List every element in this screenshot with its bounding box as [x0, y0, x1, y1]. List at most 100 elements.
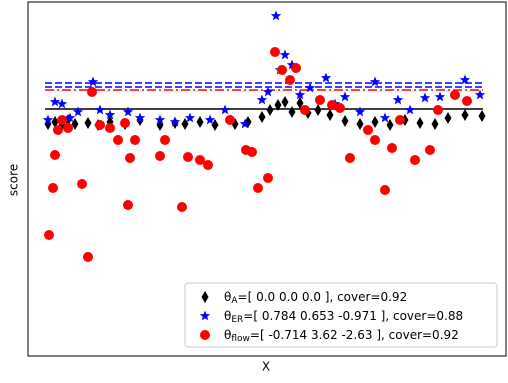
point — [84, 117, 92, 129]
point — [122, 106, 134, 117]
point — [87, 76, 99, 87]
point — [345, 153, 355, 163]
point — [51, 116, 59, 128]
point — [154, 114, 166, 125]
point — [392, 94, 404, 105]
point — [219, 104, 231, 115]
point — [203, 160, 213, 170]
point — [444, 112, 452, 124]
point — [459, 74, 471, 85]
point — [253, 183, 263, 193]
point — [239, 118, 251, 129]
point — [371, 116, 379, 128]
point — [113, 135, 123, 145]
point — [63, 123, 73, 133]
point — [450, 90, 460, 100]
y-axis-label: score — [7, 164, 21, 196]
point — [356, 118, 364, 130]
point — [130, 135, 140, 145]
point — [105, 123, 115, 133]
legend-symbol: θ — [224, 309, 231, 323]
point — [335, 103, 345, 113]
point — [270, 10, 282, 21]
legend-symbol: θ — [224, 290, 231, 304]
point — [380, 185, 390, 195]
legend-subscript: flow — [231, 334, 250, 344]
point — [195, 155, 205, 165]
point — [461, 109, 469, 121]
point — [395, 115, 405, 125]
point — [327, 100, 337, 110]
point — [196, 116, 204, 128]
point — [134, 112, 146, 123]
point — [354, 106, 366, 117]
point — [104, 109, 116, 120]
point — [123, 200, 133, 210]
point — [256, 94, 268, 105]
point — [341, 115, 349, 127]
point — [339, 91, 351, 102]
legend-text: =[ 0.0 0.0 0.0 ], cover=0.92 — [238, 290, 408, 304]
legend-marker — [200, 330, 210, 340]
point — [183, 152, 193, 162]
point — [262, 86, 274, 97]
point — [291, 63, 301, 73]
point — [281, 96, 289, 108]
point — [277, 65, 287, 75]
point — [50, 150, 60, 160]
point — [177, 202, 187, 212]
point — [314, 104, 322, 116]
point — [49, 96, 61, 107]
point — [120, 118, 130, 128]
point — [431, 118, 439, 130]
legend-label: θflow=[ -0.714 3.62 -2.63 ], cover=0.92 — [224, 328, 459, 344]
point — [274, 99, 282, 111]
point — [72, 106, 84, 117]
point — [125, 153, 135, 163]
point — [363, 125, 373, 135]
point — [315, 95, 325, 105]
legend-symbol: θ — [224, 328, 231, 342]
point — [155, 151, 165, 161]
point — [71, 118, 79, 130]
legend-label: θER=[ 0.784 0.653 -0.971 ], cover=0.88 — [224, 309, 463, 325]
point — [258, 111, 266, 123]
point — [95, 120, 105, 130]
point — [57, 115, 67, 125]
legend-subscript: ER — [231, 315, 243, 325]
point — [404, 104, 416, 115]
point — [294, 89, 306, 100]
point — [425, 145, 435, 155]
point — [204, 114, 216, 125]
point — [369, 76, 381, 87]
point — [181, 118, 189, 130]
point — [247, 147, 257, 157]
point — [370, 135, 380, 145]
point — [160, 135, 170, 145]
legend-subscript: A — [231, 296, 238, 306]
legend-marker — [199, 310, 211, 321]
legend-label: θA=[ 0.0 0.0 0.0 ], cover=0.92 — [224, 290, 407, 306]
point — [169, 116, 181, 127]
point — [379, 112, 391, 123]
point — [296, 97, 304, 109]
point — [304, 82, 316, 93]
point — [211, 119, 219, 131]
point — [48, 183, 58, 193]
point — [288, 106, 296, 118]
point — [320, 72, 332, 83]
point — [225, 115, 235, 125]
point — [53, 125, 63, 135]
point — [326, 109, 334, 121]
point — [42, 114, 54, 125]
point — [433, 105, 443, 115]
point — [44, 230, 54, 240]
point — [386, 119, 394, 131]
point — [279, 49, 291, 60]
point — [474, 89, 486, 100]
x-axis-label: X — [262, 360, 270, 374]
point — [419, 92, 431, 103]
point — [94, 104, 106, 115]
point — [416, 117, 424, 129]
